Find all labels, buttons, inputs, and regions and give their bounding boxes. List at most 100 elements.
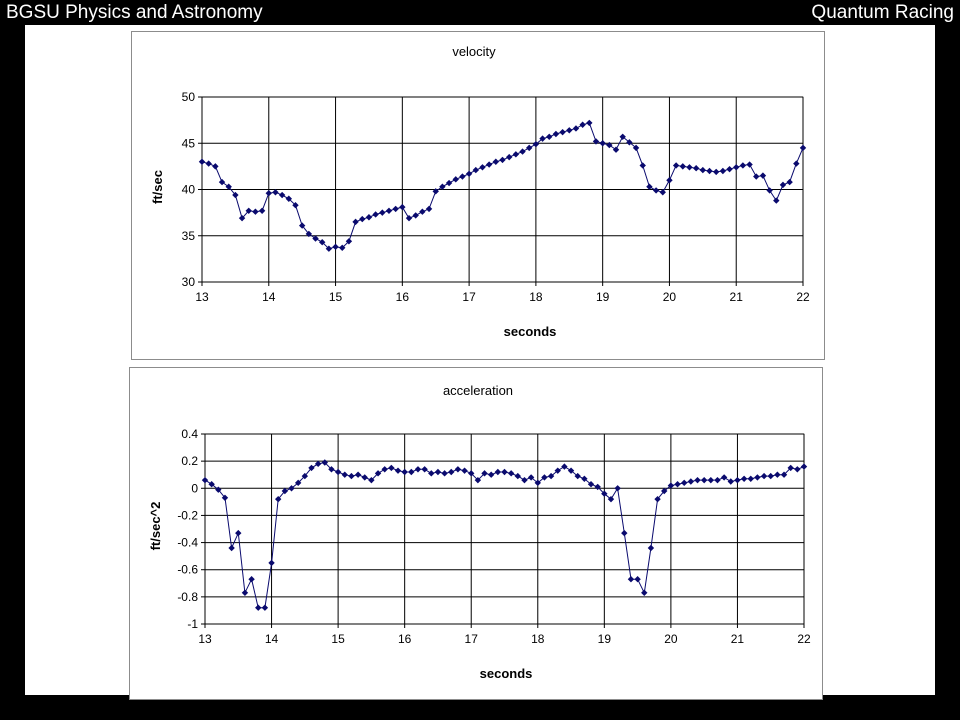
data-point (759, 172, 767, 179)
data-point (679, 163, 686, 170)
data-point (312, 235, 319, 242)
y-tick-label: -0.2 (177, 508, 198, 522)
data-point (487, 471, 495, 478)
y-tick-label: 0 (191, 481, 198, 495)
velocity-chart: 30 35 40 45 50 13 14 15 16 17 18 19 20 21 22 velocity se… (150, 44, 810, 339)
data-point (339, 244, 346, 251)
data-point (694, 476, 701, 484)
data-point (794, 466, 801, 473)
data-point (308, 464, 315, 472)
velocity-chart-panel: 30 35 40 45 50 13 14 15 16 17 18 19 20 21 22 velocity se… (131, 31, 825, 360)
data-point (228, 544, 235, 552)
data-point (328, 466, 335, 473)
y-axis-label: ft/sec^2 (148, 502, 163, 551)
data-point (579, 121, 586, 128)
x-tick-label: 15 (331, 632, 345, 646)
data-point (461, 467, 468, 474)
data-point (399, 203, 406, 211)
data-point (687, 478, 695, 485)
data-point (799, 144, 807, 152)
data-point (218, 178, 226, 186)
data-point (481, 470, 488, 477)
data-point (394, 467, 402, 474)
data-point (720, 474, 728, 481)
data-point (472, 166, 479, 174)
data-point (499, 156, 506, 164)
data-point (541, 474, 548, 481)
data-point (646, 183, 653, 190)
data-point (392, 205, 399, 213)
data-point (592, 138, 600, 145)
data-point (252, 208, 259, 215)
data-point (325, 245, 333, 252)
y-tick-label: 35 (182, 229, 196, 243)
data-point (479, 164, 486, 171)
data-point (733, 164, 740, 171)
chart-title: velocity (452, 44, 496, 59)
x-tick-label: 14 (265, 632, 279, 646)
chart-title: acceleration (443, 383, 513, 398)
data-point (686, 164, 693, 171)
data-point (332, 243, 339, 251)
data-point (225, 183, 232, 190)
data-point (405, 214, 413, 222)
data-point (385, 207, 393, 214)
data-point (501, 468, 508, 476)
data-point (754, 474, 761, 481)
data-point (766, 187, 773, 194)
data-point (567, 467, 575, 474)
data-point (198, 158, 206, 165)
x-tick-label: 22 (797, 632, 811, 646)
data-point (739, 162, 747, 169)
y-tick-label: 30 (182, 275, 196, 289)
data-point (632, 144, 640, 152)
data-point (746, 161, 753, 168)
data-point (272, 189, 279, 196)
data-point (793, 160, 800, 167)
x-tick-label: 18 (529, 290, 543, 304)
data-point (612, 146, 620, 153)
data-point (361, 474, 368, 481)
acceleration-chart-panel: -1 -0.8 -0.6 -0.4 -0.2 0 0.2 0.4 13 14 15 16 17 18 19 2… (129, 367, 823, 700)
data-point (740, 475, 748, 482)
data-point (753, 173, 760, 180)
data-point (201, 476, 209, 484)
data-point (278, 191, 286, 199)
data-point (439, 183, 446, 190)
data-point (559, 128, 566, 136)
data-point (379, 209, 386, 216)
data-point (681, 479, 688, 487)
x-tick-label: 13 (198, 632, 212, 646)
data-point (672, 162, 680, 169)
data-point (652, 187, 660, 194)
data-point (494, 468, 502, 476)
data-point (465, 170, 473, 177)
y-tick-label: 0.2 (181, 454, 198, 468)
data-point (712, 168, 720, 176)
data-point (786, 178, 793, 186)
data-point (319, 239, 326, 246)
data-point (459, 173, 466, 180)
data-point (419, 208, 426, 215)
y-tick-label: -0.8 (177, 590, 198, 604)
data-point (298, 222, 306, 229)
x-tick-label: 19 (596, 290, 610, 304)
x-tick-label: 15 (329, 290, 343, 304)
data-point (441, 470, 448, 477)
x-tick-label: 22 (796, 290, 810, 304)
data-point (414, 466, 422, 473)
data-point (527, 474, 535, 481)
data-point (352, 218, 359, 226)
x-tick-label: 13 (195, 290, 209, 304)
acceleration-chart: -1 -0.8 -0.6 -0.4 -0.2 0 0.2 0.4 13 14 15 16 17 18 19 2… (148, 383, 811, 681)
data-point (492, 158, 500, 165)
data-point (321, 459, 328, 466)
data-point (421, 466, 428, 473)
data-point (787, 464, 794, 472)
data-point (425, 205, 433, 213)
data-point (314, 460, 322, 468)
data-point (445, 179, 453, 187)
data-point (561, 463, 568, 470)
data-point (208, 481, 215, 488)
data-point (714, 476, 721, 484)
